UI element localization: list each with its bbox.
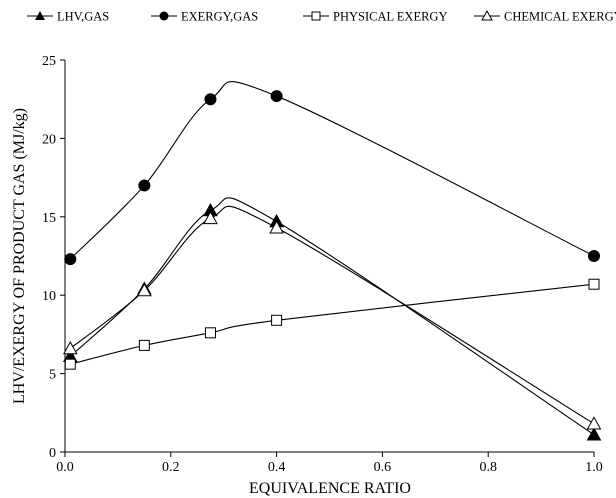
data-point-lhv-gas xyxy=(586,427,602,441)
series-line-exergy-gas xyxy=(69,81,595,260)
data-point-physical-exergy xyxy=(204,327,216,339)
legend-marker xyxy=(311,11,321,21)
x-tick-label: 1.0 xyxy=(585,460,603,475)
legend-label: EXERGY,GAS xyxy=(181,10,258,24)
y-tick-label: 10 xyxy=(42,289,56,304)
data-point-chemical-exergy xyxy=(586,416,602,430)
x-axis-title: EQUIVALENCE RATIO xyxy=(249,480,411,497)
data-point-physical-exergy xyxy=(588,278,600,290)
y-tick-label: 25 xyxy=(42,54,56,69)
legend-label: PHYSICAL EXERGY xyxy=(333,10,447,24)
x-tick-label: 0.2 xyxy=(162,460,180,475)
data-point-exergy-gas xyxy=(64,253,77,266)
x-tick-label: 0.4 xyxy=(268,460,286,475)
data-point-exergy-gas xyxy=(204,93,217,106)
data-point-chemical-exergy xyxy=(62,340,78,355)
legend: LHV,GAS EXERGY,GAS PHYSICAL EXERGY CHEMICAL… xyxy=(27,10,616,24)
y-axis-title: LHV/EXERGY OF PRODUCT GAS (MJ/kg) xyxy=(11,108,28,404)
data-point-physical-exergy xyxy=(271,314,283,326)
legend-item-lhv-gas: LHV,GAS xyxy=(27,10,109,24)
data-point-chemical-exergy xyxy=(137,282,152,297)
legend-item-chemical-exergy: CHEMICAL EXERGY xyxy=(474,10,616,24)
series-line-physical-exergy xyxy=(70,283,595,365)
x-tick-label: 0.0 xyxy=(56,460,74,475)
series-markers xyxy=(62,90,602,441)
data-point-chemical-exergy xyxy=(203,210,218,225)
series-line-chemical-exergy xyxy=(69,205,595,425)
legend-label: LHV,GAS xyxy=(57,10,109,24)
series-lines xyxy=(69,81,595,436)
y-tick-label: 0 xyxy=(49,446,56,461)
data-point-exergy-gas xyxy=(588,250,600,262)
data-point-exergy-gas xyxy=(270,90,283,103)
data-point-chemical-exergy xyxy=(269,220,284,234)
x-tick-label: 0.6 xyxy=(374,460,392,475)
legend-marker xyxy=(481,9,493,21)
legend-marker xyxy=(159,11,169,21)
y-tick-label: 20 xyxy=(42,132,56,147)
legend-item-physical-exergy: PHYSICAL EXERGY xyxy=(303,10,447,24)
legend-label: CHEMICAL EXERGY xyxy=(504,10,616,24)
y-tick-label: 5 xyxy=(49,368,56,383)
legend-marker xyxy=(35,11,45,20)
ticks: 0.0 0.2 0.4 0.6 0.8 1.0 0 5 10 15 20 25 xyxy=(42,54,603,475)
data-point-physical-exergy xyxy=(138,339,150,351)
data-point-physical-exergy xyxy=(64,358,76,370)
y-tick-label: 15 xyxy=(42,211,56,226)
legend-item-exergy-gas: EXERGY,GAS xyxy=(151,10,258,24)
series-line-lhv-gas xyxy=(69,197,595,436)
axes xyxy=(64,60,594,453)
x-tick-label: 0.8 xyxy=(479,460,497,475)
data-point-exergy-gas xyxy=(138,179,151,192)
